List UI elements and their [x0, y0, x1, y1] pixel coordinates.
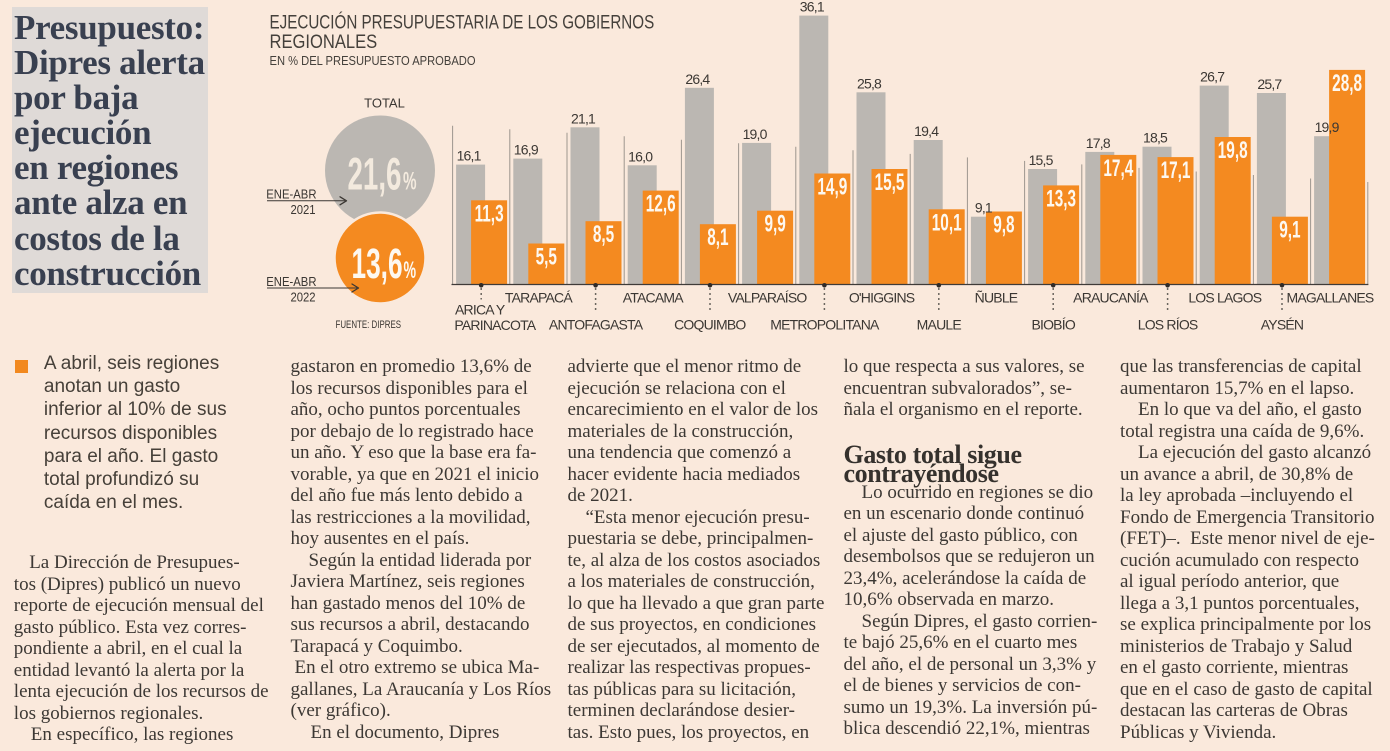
- svg-text:ARICA Y: ARICA Y: [455, 301, 506, 317]
- svg-text:21,6: 21,6: [348, 148, 402, 199]
- svg-text:%: %: [403, 168, 417, 196]
- svg-text:ATACAMA: ATACAMA: [623, 289, 684, 305]
- svg-text:17,1: 17,1: [1161, 158, 1191, 184]
- svg-text:2022: 2022: [290, 290, 315, 305]
- svg-text:LOS LAGOS: LOS LAGOS: [1188, 289, 1261, 305]
- svg-text:13,3: 13,3: [1046, 186, 1076, 212]
- svg-text:28,8: 28,8: [1332, 71, 1362, 97]
- svg-text:9,1: 9,1: [975, 200, 993, 216]
- svg-text:14,9: 14,9: [817, 174, 847, 200]
- svg-text:METROPOLITANA: METROPOLITANA: [770, 317, 880, 333]
- svg-text:9,1: 9,1: [1279, 217, 1300, 243]
- svg-text:FUENTE: DIPRES: FUENTE: DIPRES: [336, 319, 402, 332]
- svg-text:MAULE: MAULE: [917, 317, 962, 333]
- svg-text:COQUIMBO: COQUIMBO: [674, 317, 746, 333]
- svg-text:5,5: 5,5: [536, 244, 557, 270]
- svg-text:25,7: 25,7: [1257, 76, 1282, 92]
- svg-text:ARAUCANÍA: ARAUCANÍA: [1073, 289, 1149, 305]
- svg-text:12,6: 12,6: [646, 191, 676, 217]
- svg-text:19,8: 19,8: [1218, 138, 1248, 164]
- svg-text:ANTOFAGASTA: ANTOFAGASTA: [549, 317, 644, 333]
- svg-text:21,1: 21,1: [571, 110, 596, 126]
- svg-text:16,9: 16,9: [514, 142, 539, 158]
- svg-text:8,5: 8,5: [593, 222, 614, 248]
- svg-text:ENE-ABR: ENE-ABR: [266, 274, 316, 289]
- svg-text:AYSÉN: AYSÉN: [1261, 317, 1303, 333]
- svg-text:16,1: 16,1: [457, 148, 482, 164]
- svg-text:8,1: 8,1: [707, 225, 728, 251]
- svg-text:TARAPACÁ: TARAPACÁ: [505, 289, 573, 305]
- svg-text:LOS RÍOS: LOS RÍOS: [1138, 317, 1198, 333]
- svg-text:13,6: 13,6: [352, 240, 403, 288]
- svg-text:25,8: 25,8: [857, 75, 882, 91]
- svg-text:9,9: 9,9: [764, 211, 785, 237]
- svg-text:ÑUBLE: ÑUBLE: [975, 289, 1018, 305]
- svg-text:36,1: 36,1: [800, 0, 825, 15]
- svg-text:%: %: [404, 257, 417, 284]
- svg-text:EJECUCIÓN PRESUPUESTARIA DE LO: EJECUCIÓN PRESUPUESTARIA DE LOS GOBIERNO…: [270, 10, 655, 33]
- svg-text:17,4: 17,4: [1103, 156, 1133, 182]
- svg-text:TOTAL: TOTAL: [364, 96, 405, 111]
- svg-text:26,4: 26,4: [685, 71, 710, 87]
- svg-text:19,0: 19,0: [743, 126, 768, 142]
- svg-text:19,4: 19,4: [914, 123, 939, 139]
- svg-text:15,5: 15,5: [875, 170, 905, 196]
- svg-text:18,5: 18,5: [1143, 130, 1168, 146]
- svg-text:PARINACOTA: PARINACOTA: [454, 317, 536, 333]
- svg-text:2021: 2021: [290, 202, 315, 217]
- svg-text:15,5: 15,5: [1029, 152, 1054, 168]
- svg-text:26,7: 26,7: [1200, 69, 1225, 85]
- svg-text:9,8: 9,8: [993, 212, 1014, 238]
- svg-text:17,8: 17,8: [1086, 135, 1111, 151]
- svg-text:19,9: 19,9: [1315, 119, 1340, 135]
- svg-text:BIOBÍO: BIOBÍO: [1031, 317, 1075, 333]
- svg-text:11,3: 11,3: [475, 201, 504, 227]
- svg-text:16,0: 16,0: [628, 148, 653, 164]
- svg-text:VALPARAÍSO: VALPARAÍSO: [728, 289, 808, 305]
- svg-text:O'HIGGINS: O'HIGGINS: [849, 289, 915, 305]
- svg-text:10,1: 10,1: [932, 210, 962, 236]
- svg-text:ENE-ABR: ENE-ABR: [266, 187, 316, 202]
- svg-text:MAGALLANES: MAGALLANES: [1287, 289, 1374, 305]
- svg-text:EN % DEL PRESUPUESTO APROBADO: EN % DEL PRESUPUESTO APROBADO: [270, 53, 476, 68]
- svg-text:REGIONALES: REGIONALES: [270, 31, 378, 53]
